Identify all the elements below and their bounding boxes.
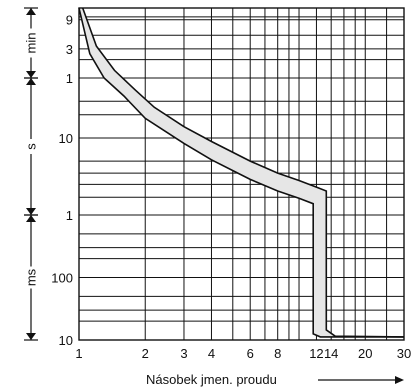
x-tick-label: 20 [358, 346, 372, 361]
x-tick-label: 30 [397, 346, 411, 361]
y-unit-label: ms [24, 268, 39, 286]
y-unit-brackets: min s ms [23, 7, 39, 341]
arrow-down-icon [26, 333, 36, 340]
y-tick-label: 3 [66, 42, 73, 57]
x-tick-label: 4 [208, 346, 215, 361]
y-tick-label: 10 [59, 131, 73, 146]
x-axis-arrow [318, 376, 404, 384]
unit-label-bg [23, 28, 39, 58]
x-tick-label: 6 [247, 346, 254, 361]
y-unit-label: min [24, 33, 39, 54]
y-tick-label: 1 [66, 208, 73, 223]
arrow-right-icon [395, 376, 404, 384]
arrow-up-icon [26, 78, 36, 85]
y-tick-label: 1 [66, 71, 73, 86]
x-tick-label: 12 [309, 346, 323, 361]
arrow-down-icon [26, 208, 36, 215]
plot-frame [78, 7, 405, 341]
x-tick-label: 1 [75, 346, 82, 361]
tripping-band [78, 7, 405, 338]
x-tick-label: 14 [324, 346, 338, 361]
y-axis: 9 3 1 10 1 100 10 [51, 13, 73, 348]
y-tick-label: 10 [59, 333, 73, 348]
arrow-up-icon [26, 215, 36, 222]
unit-label-bg [23, 266, 39, 289]
x-tick-label: 3 [180, 346, 187, 361]
band-lower-curve [78, 7, 404, 338]
y-tick-label: 9 [66, 13, 73, 28]
band-fill [79, 8, 404, 337]
y-tick-label: 100 [51, 271, 73, 286]
plot-border [78, 7, 405, 341]
x-tick-label: 2 [142, 346, 149, 361]
x-tick-label: 8 [274, 346, 281, 361]
band-upper-curve [81, 7, 405, 338]
arrow-up-icon [26, 8, 36, 15]
unit-label-bg [23, 139, 39, 154]
x-axis-label: Násobek jmen. proudu [146, 372, 277, 387]
arrow-down-icon [26, 71, 36, 78]
y-unit-label: s [24, 143, 39, 150]
x-axis: 1 2 3 4 6 8 12 14 20 30 [75, 346, 411, 361]
